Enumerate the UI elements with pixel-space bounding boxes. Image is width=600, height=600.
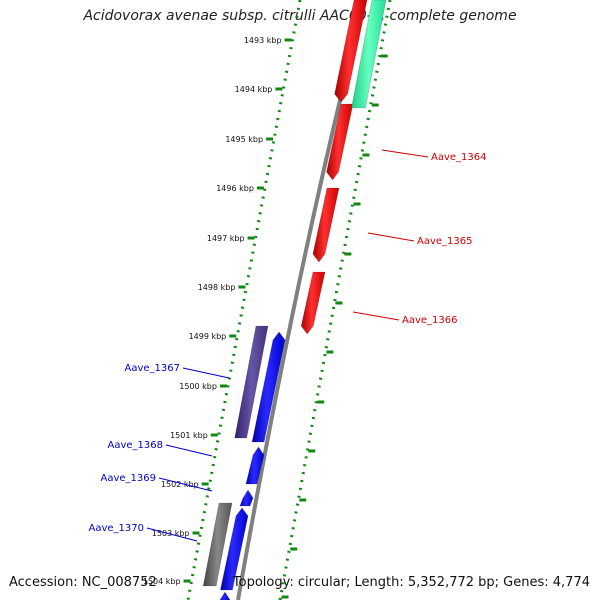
ruler-lines <box>186 0 392 600</box>
label-leader-line <box>182 367 230 379</box>
gene-blue-bottom[interactable] <box>218 591 231 600</box>
gene-purple[interactable] <box>234 325 269 439</box>
ruler-line-1 <box>186 0 302 600</box>
gene-aave-1367[interactable] <box>251 331 286 443</box>
gene-label[interactable]: Aave_1365 <box>417 236 473 247</box>
topology-text: Topology: circular; Length: 5,352,772 bp… <box>232 575 590 590</box>
gene-red-top[interactable] <box>334 0 368 103</box>
label-leader-line <box>352 311 400 321</box>
ruler-line-2 <box>278 0 392 600</box>
tick-label: 1504 kbp <box>143 577 181 586</box>
tick-label: 1501 kbp <box>170 431 208 440</box>
gene-label[interactable]: Aave_1367 <box>125 363 181 374</box>
gene-aave-1365[interactable] <box>312 187 340 263</box>
accession-text: Accession: NC_008752 <box>9 575 157 590</box>
tick-label: 1496 kbp <box>216 184 254 193</box>
gene-gray[interactable] <box>202 502 233 587</box>
tick-label: 1502 kbp <box>161 480 199 489</box>
gene-green-top[interactable] <box>351 0 387 109</box>
label-leader-line <box>367 232 415 242</box>
gene-label[interactable]: Aave_1369 <box>101 473 157 484</box>
tick-label: 1495 kbp <box>225 135 263 144</box>
gene-labels: Aave_1364 Aave_1365 Aave_1366 Aave_1367 Aave… <box>89 149 487 542</box>
gene-label[interactable]: Aave_1370 <box>89 523 145 534</box>
tick-label: 1494 kbp <box>235 85 273 94</box>
tick-label: 1493 kbp <box>244 36 282 45</box>
gene-label[interactable]: Aave_1368 <box>108 440 164 451</box>
gene-label[interactable]: Aave_1366 <box>402 315 458 326</box>
gene-aave-1368[interactable] <box>245 446 265 485</box>
gene-aave-1370[interactable] <box>220 507 249 591</box>
label-leader-line <box>165 444 213 457</box>
gene-aave-1364[interactable] <box>326 103 354 181</box>
tick-label: 1497 kbp <box>207 234 245 243</box>
gene-features <box>202 0 387 600</box>
label-leader-line <box>146 527 198 542</box>
tick-label: 1503 kbp <box>152 529 190 538</box>
gene-aave-1366[interactable] <box>300 271 326 335</box>
label-leader-line <box>381 149 429 158</box>
tick-label: 1500 kbp <box>179 382 217 391</box>
scale-ticks: 1493 kbp 1494 kbp 1495 kbp 1496 kbp 1497 kbp… <box>143 36 388 599</box>
gene-label[interactable]: Aave_1364 <box>431 152 487 163</box>
map-title: Acidovorax avenae subsp. citrulli AAC00-… <box>83 8 517 24</box>
tick-label: 1498 kbp <box>198 283 236 292</box>
label-leader-line <box>158 477 213 492</box>
gene-aave-1369[interactable] <box>239 489 254 507</box>
tick-label: 1499 kbp <box>189 332 227 341</box>
